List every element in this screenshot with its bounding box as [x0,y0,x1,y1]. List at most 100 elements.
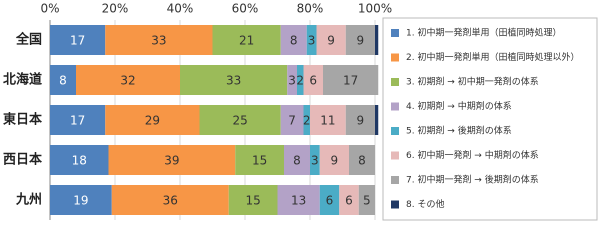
bar-segment [375,25,379,55]
data-label: 17 [70,34,85,48]
legend-swatch [391,200,399,209]
data-label: 6 [326,194,334,208]
data-label: 17 [70,114,85,128]
data-label: 11 [320,114,335,128]
legend-label: 8. その他 [406,198,444,210]
data-label: 32 [120,74,135,88]
data-label: 2 [303,114,311,128]
legend-swatch [391,78,399,86]
legend-label: 6. 初中期一発剤 → 中期剤の体系 [406,149,539,161]
bar-segment [303,65,323,95]
data-label: 29 [145,114,160,128]
data-label: 3 [308,34,316,48]
bar-segment [50,25,106,55]
bar-segment [105,105,200,135]
data-label: 8 [59,74,67,88]
x-tick-label: 60% [232,2,259,16]
x-tick-label: 20% [102,2,129,16]
data-label: 9 [357,34,365,48]
bar-segment [310,145,320,175]
data-label: 36 [163,194,178,208]
bar-segment [228,185,278,215]
bar-segment [50,105,106,135]
bar-segment [50,65,76,95]
bar-segment [375,105,379,135]
data-label: 5 [363,194,371,208]
data-label: 15 [252,154,267,168]
data-label: 6 [309,74,317,88]
bar-segment [339,185,359,215]
bar-segment [277,185,320,215]
bar-segment [111,185,229,215]
bar-segment [345,25,375,55]
data-label: 19 [73,194,88,208]
bar-segment [108,145,236,175]
y-tick-label: 西日本 [3,152,42,168]
bar-segment [212,25,281,55]
data-label: 21 [239,34,254,48]
bar-segment [349,145,375,175]
data-label: 3 [288,74,296,88]
data-label: 6 [345,194,353,208]
bar-segment [280,105,304,135]
bar-segment [199,105,281,135]
data-label: 33 [151,34,166,48]
legend-label: 5. 初期剤 → 後期剤の体系 [406,125,512,137]
bar-segment [316,25,346,55]
legend-label: 4. 初期剤 → 中期剤の体系 [406,100,512,112]
data-label: 9 [357,114,365,128]
legend-swatch [391,127,399,135]
bar-segment [297,65,304,95]
data-label: 8 [358,154,366,168]
legend-label: 3. 初期剤 → 初中期一発剤の体系 [406,76,539,88]
data-label: 25 [232,114,247,128]
legend-box [382,17,598,221]
y-tick-label: 東日本 [3,112,42,128]
bar-segment [319,185,340,215]
data-label: 3 [311,154,319,168]
x-tick-label: 80% [297,2,324,16]
legend-label: 7. 初中期一発剤 → 後期剤の体系 [406,174,539,186]
data-label: 2 [296,74,304,88]
y-tick-label: 全国 [15,32,42,48]
data-label: 9 [331,154,339,168]
x-tick-label: 40% [167,2,194,16]
legend-label: 2. 初中期一発剤単用（田植同時処理以外） [406,51,579,63]
bar-segment [235,145,284,175]
data-label: 8 [290,34,298,48]
bar-segment [323,65,379,95]
bar-segment [180,65,288,95]
data-label: 15 [245,194,260,208]
y-tick-label: 九州 [15,193,42,208]
data-label: 13 [291,194,306,208]
data-label: 39 [164,154,179,168]
x-tick-label: 0% [40,2,59,16]
legend-swatch [391,102,399,111]
data-label: 7 [288,114,296,128]
data-label: 17 [343,74,358,88]
bar-segment [310,105,346,135]
legend-label: 1. 初中期一発剤単用（田植同時処理） [406,27,561,39]
bar-segment [303,105,310,135]
bar-segment [105,25,213,55]
bar-segment [358,185,375,215]
data-label: 18 [72,154,87,168]
bar-segment [287,65,297,95]
bar-segment [50,145,109,175]
legend-swatch [391,29,399,37]
data-label: 8 [293,154,301,168]
bar-segment [319,145,349,175]
legend-swatch [391,151,399,160]
y-tick-label: 北海道 [3,72,42,88]
bar-segment [76,65,180,95]
bar-segment [50,185,112,215]
data-label: 9 [327,34,335,48]
data-label: 33 [226,74,241,88]
legend-swatch [391,176,399,184]
bar-segment [280,25,307,55]
bar-segment [345,105,375,135]
legend-swatch [391,53,399,62]
bar-segment [284,145,310,175]
x-tick-label: 100% [358,2,392,16]
